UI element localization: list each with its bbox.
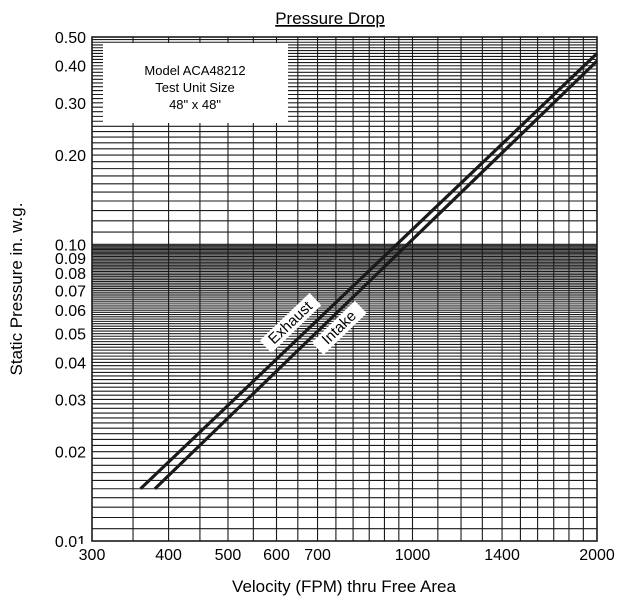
x-tick-label-backing [391, 544, 434, 563]
series-line-intake [153, 59, 599, 490]
x-axis-label: Velocity (FPM) thru Free Area [232, 577, 456, 596]
y-tick-label: 0.07 [55, 283, 86, 300]
y-tick-label: 0.10 [55, 237, 86, 254]
x-tick-label: 1000 [395, 547, 431, 564]
x-tick-label-backing [301, 544, 335, 563]
x-tick-label-backing [75, 544, 109, 563]
annotation-line-size: 48" x 48" [169, 97, 221, 112]
series-line-exhaust [139, 52, 599, 490]
x-tick-label-backing [211, 544, 245, 563]
x-tick-label-backing [576, 544, 618, 563]
y-tick-label: 0.06 [55, 303, 86, 320]
x-tick-label-backing [260, 544, 294, 563]
x-tick-label: 1400 [484, 547, 520, 564]
x-tick-label: 700 [304, 547, 331, 564]
y-tick-label: 0.04 [55, 355, 86, 372]
y-tick-label: 0.05 [55, 327, 86, 344]
x-tick-label: 300 [79, 547, 106, 564]
x-tick-label: 2000 [579, 547, 615, 564]
chart-title: Pressure Drop [275, 9, 385, 28]
annotation-box: Model ACA48212 Test Unit Size 48" x 48" [103, 43, 288, 123]
x-tick-label: 500 [215, 547, 242, 564]
y-tick-label: 0.50 [55, 30, 86, 47]
x-tick-label-backing [481, 544, 524, 563]
y-axis-label: Static Pressure in. w.g. [7, 203, 26, 376]
x-tick-label-backing [152, 544, 186, 563]
y-tick-label: 0.03 [55, 392, 86, 409]
y-tick-label: 0.02 [55, 445, 86, 462]
plot-frame [91, 36, 598, 542]
y-tick-label: 0.20 [55, 148, 86, 165]
y-tick-label: 0.09 [55, 251, 86, 268]
x-axis-tick-labels: 300 400 500 600 700 1000 1400 2000 [75, 544, 618, 564]
annotation-line-model: Model ACA48212 [144, 63, 245, 78]
x-tick-label: 600 [263, 547, 290, 564]
series-label-backing [259, 292, 322, 353]
x-tick-label: 400 [155, 547, 182, 564]
annotation-line-test-unit: Test Unit Size [155, 80, 234, 95]
y-axis-tick-labels: 0.010.020.030.040.050.060.070.080.090.10… [55, 30, 86, 551]
y-tick-label: 0.08 [55, 266, 86, 283]
y-tick-label: 0.40 [55, 59, 86, 76]
data-series [139, 52, 599, 490]
series-label-backing [311, 300, 367, 355]
y-tick-label: 0.30 [55, 96, 86, 113]
